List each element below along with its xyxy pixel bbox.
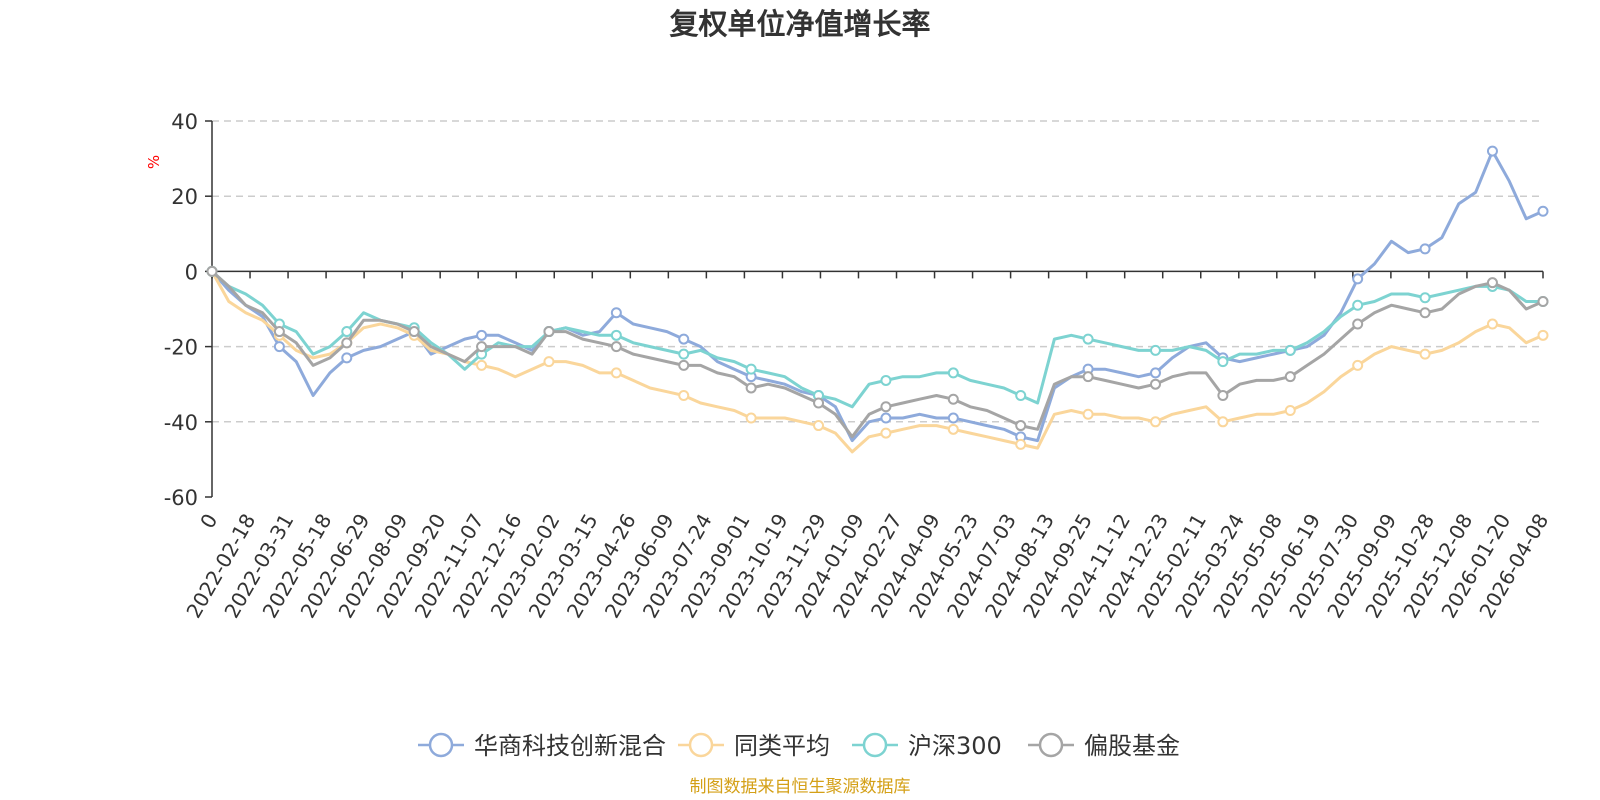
data-point [273,326,285,338]
data-point [610,341,622,353]
data-point [1486,318,1498,330]
data-point [341,337,353,349]
x-tick-label: 0 [195,510,222,533]
data-point [1284,371,1296,383]
y-tick-label: -20 [164,336,198,360]
data-point [745,412,757,424]
data-point [745,363,757,375]
data-point [1352,273,1364,285]
y-axis-tick-labels: 40 20 0 -20 -40 -60 [164,110,198,510]
data-point [1149,378,1161,390]
data-point [543,326,555,338]
data-point [1015,438,1027,450]
legend-swatch-marker [428,732,454,758]
series-line [210,149,1545,443]
data-point [1486,145,1498,157]
legend-item[interactable]: 同类平均 [678,732,830,760]
legend-label: 沪深300 [908,732,1002,760]
data-point [947,412,959,424]
data-point [947,393,959,405]
data-point [880,427,892,439]
series-line [210,269,1545,439]
data-point [947,423,959,435]
data-point [1537,295,1549,307]
series-lines [206,145,1549,454]
data-point [476,341,488,353]
data-point [1486,277,1498,289]
data-point [1217,416,1229,428]
data-point [1419,307,1431,319]
series-line [210,269,1545,454]
legend-label: 同类平均 [734,732,830,760]
data-point [1284,344,1296,356]
data-point [206,265,218,277]
legend-label: 偏股基金 [1084,732,1180,760]
data-point [1352,318,1364,330]
data-point [1217,356,1229,368]
data-point [1082,333,1094,345]
data-point [1352,299,1364,311]
data-point [745,382,757,394]
data-point [273,341,285,353]
data-point [1015,389,1027,401]
data-point [1352,359,1364,371]
legend-swatch-marker [862,732,888,758]
data-point [476,329,488,341]
data-point [1537,329,1549,341]
legend-swatch-marker [1038,732,1064,758]
data-point [1284,405,1296,417]
data-point [678,348,690,360]
legend-item[interactable]: 华商科技创新混合 [418,732,666,760]
y-tick-label: -60 [164,486,198,510]
legend[interactable]: 华商科技创新混合 同类平均 沪深300 偏股基金 [418,732,1180,760]
data-point [1419,243,1431,255]
data-point [341,352,353,364]
data-point [813,397,825,409]
data-point [610,329,622,341]
legend-item[interactable]: 沪深300 [852,732,1002,760]
data-point [1082,408,1094,420]
data-point [610,307,622,319]
data-point [1217,389,1229,401]
legend-label: 华商科技创新混合 [474,732,666,760]
chart-title: 复权单位净值增长率 [669,7,930,41]
series-line [210,269,1545,409]
data-point [1419,348,1431,360]
x-axis-tick-labels: 02022-02-182022-03-312022-05-182022-06-2… [181,509,1553,622]
legend-swatch-marker [688,732,714,758]
y-tick-label: 40 [171,110,198,134]
data-point [813,420,825,432]
legend-item[interactable]: 偏股基金 [1028,732,1180,760]
data-point [1537,205,1549,217]
data-point [678,389,690,401]
data-point [1082,371,1094,383]
data-point [610,367,622,379]
data-point [408,326,420,338]
data-point [1149,344,1161,356]
series-0 [206,145,1549,443]
series-3 [206,265,1549,439]
series-1 [206,265,1549,454]
y-axis-unit-label: % [145,155,163,169]
series-2 [206,265,1549,409]
data-point [880,401,892,413]
data-point [1015,420,1027,432]
data-point [543,356,555,368]
data-point [341,326,353,338]
data-point [678,333,690,345]
data-point [880,374,892,386]
data-point [678,359,690,371]
data-point [1419,292,1431,304]
data-point [880,412,892,424]
data-point [1149,416,1161,428]
y-tick-label: 20 [171,185,198,209]
y-tick-label: 0 [185,260,198,284]
source-note: 制图数据来自恒生聚源数据库 [690,777,911,797]
data-point [947,367,959,379]
data-point [476,359,488,371]
data-point [1149,367,1161,379]
y-tick-label: -40 [164,411,198,435]
